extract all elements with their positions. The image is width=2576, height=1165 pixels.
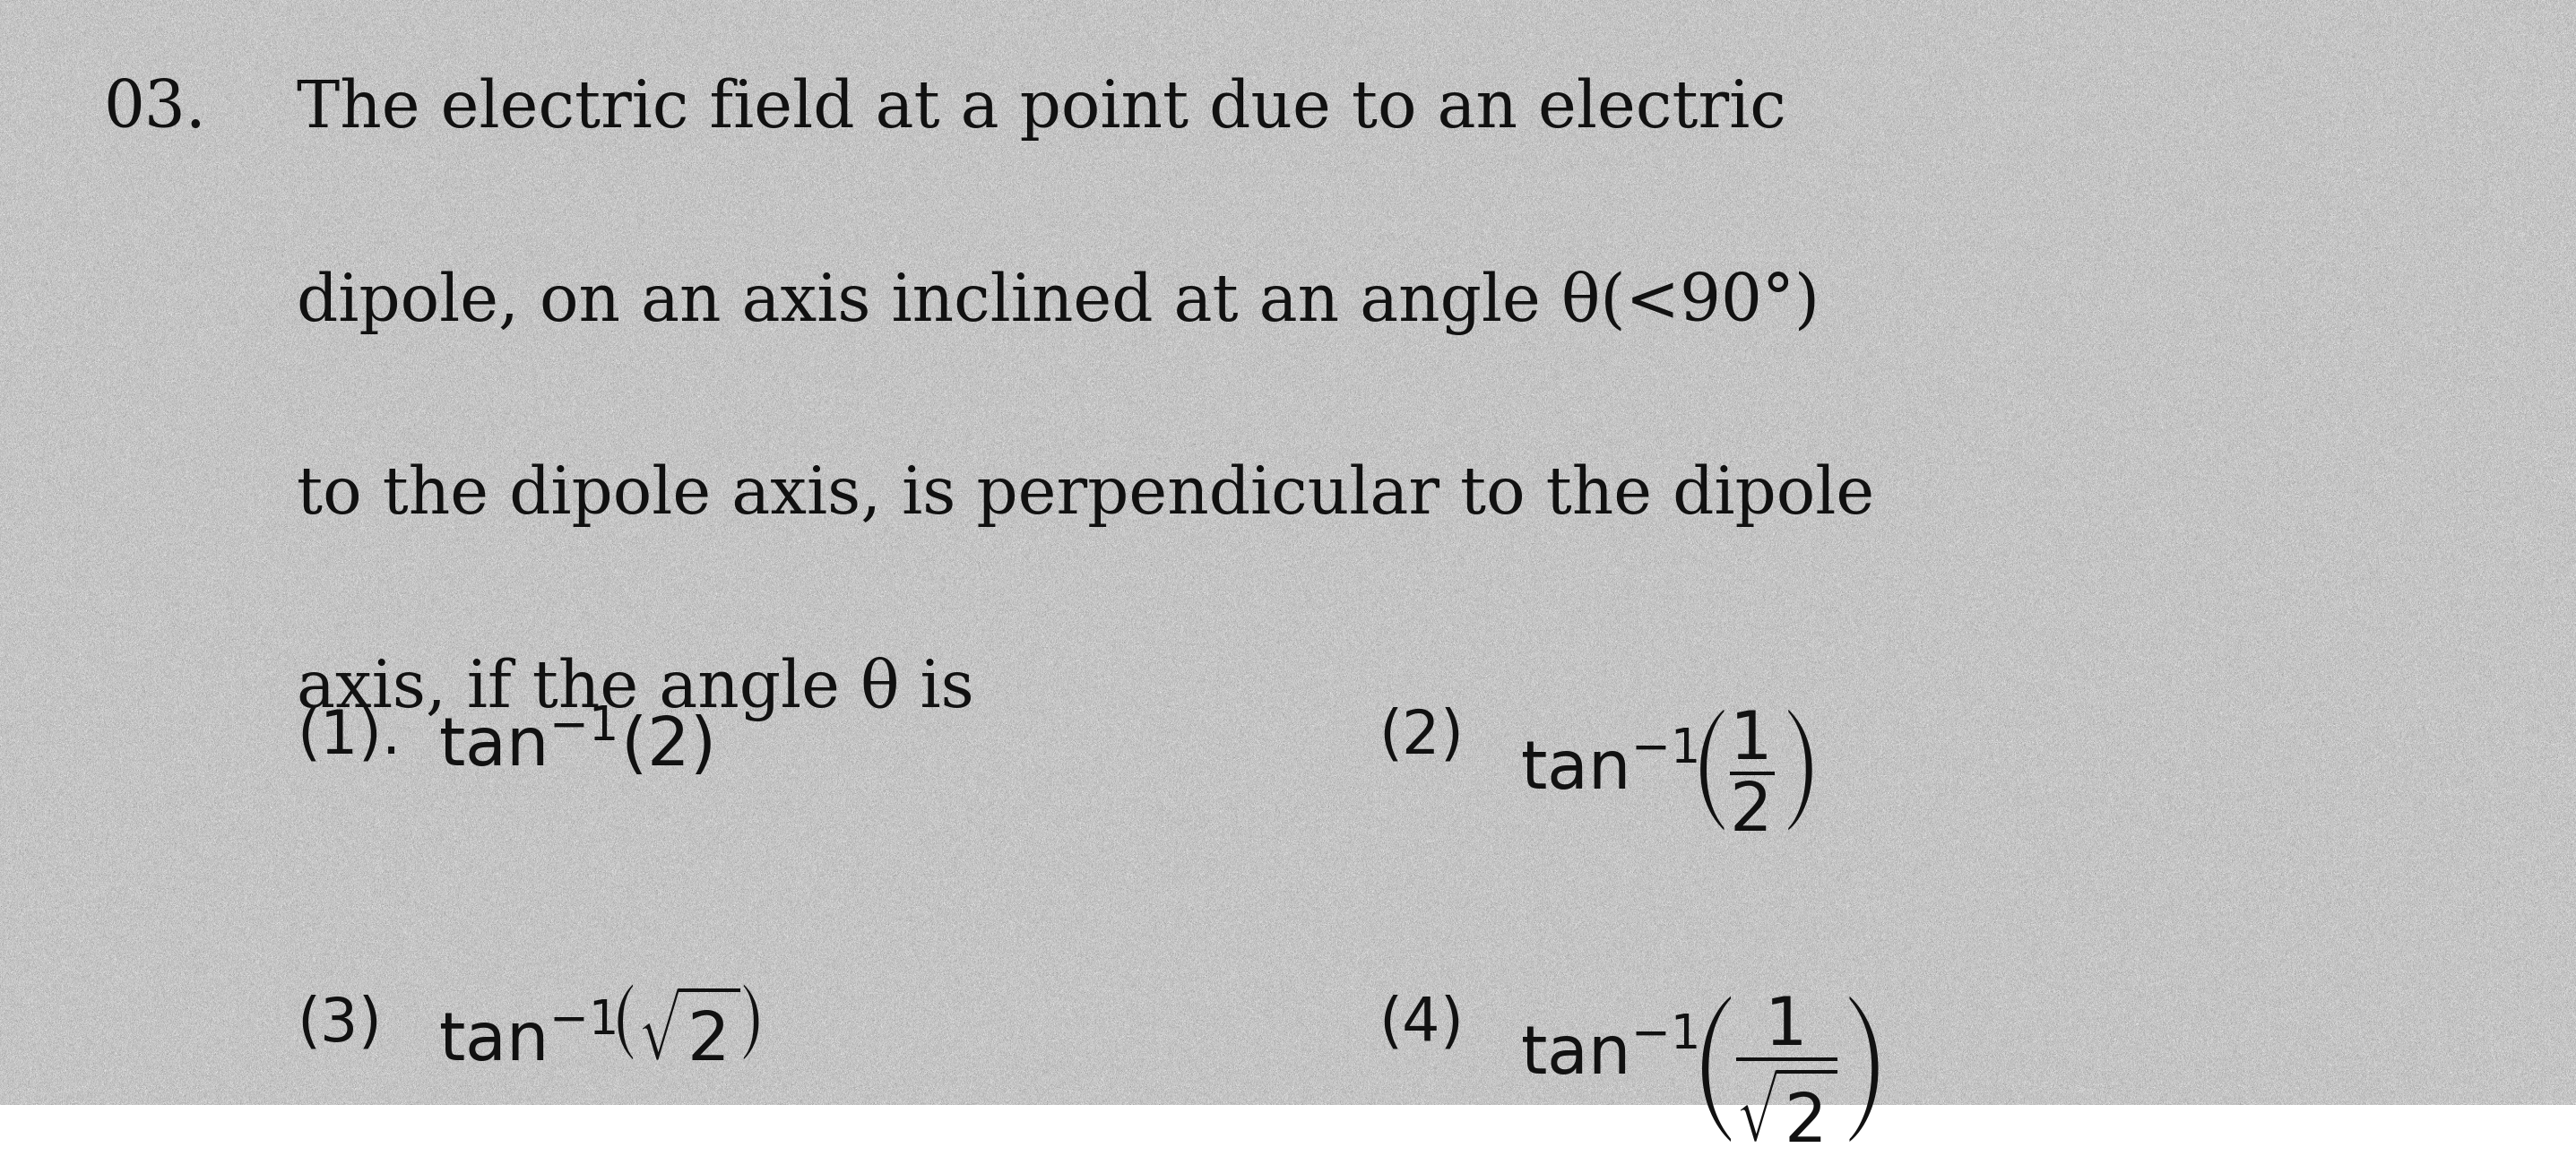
Text: $\mathrm{tan}^{-1}(2)$: $\mathrm{tan}^{-1}(2)$ (438, 707, 711, 781)
Text: to the dipole axis, is perpendicular to the dipole: to the dipole axis, is perpendicular to … (296, 464, 1873, 528)
Text: $(4)$: $(4)$ (1378, 994, 1461, 1053)
Text: The electric field at a point due to an electric: The electric field at a point due to an … (296, 77, 1785, 141)
Text: $\mathrm{tan}^{-1}\!\left(\dfrac{1}{\sqrt{2}}\right)$: $\mathrm{tan}^{-1}\!\left(\dfrac{1}{\sqr… (1520, 994, 1878, 1144)
Text: dipole, on an axis inclined at an angle θ(<90°): dipole, on an axis inclined at an angle … (296, 270, 1819, 336)
Text: axis, if the angle θ is: axis, if the angle θ is (296, 657, 974, 722)
Text: $\mathrm{tan}^{-1}\!\left(\sqrt{2}\right)$: $\mathrm{tan}^{-1}\!\left(\sqrt{2}\right… (438, 994, 760, 1075)
Text: $(1).$: $(1).$ (296, 707, 394, 767)
Text: $\mathrm{tan}^{-1}\!\left(\dfrac{1}{2}\right)$: $\mathrm{tan}^{-1}\!\left(\dfrac{1}{2}\r… (1520, 707, 1814, 833)
Text: $(2)$: $(2)$ (1378, 707, 1461, 767)
Text: $(3)$: $(3)$ (296, 994, 379, 1053)
Text: 03.: 03. (103, 77, 206, 141)
